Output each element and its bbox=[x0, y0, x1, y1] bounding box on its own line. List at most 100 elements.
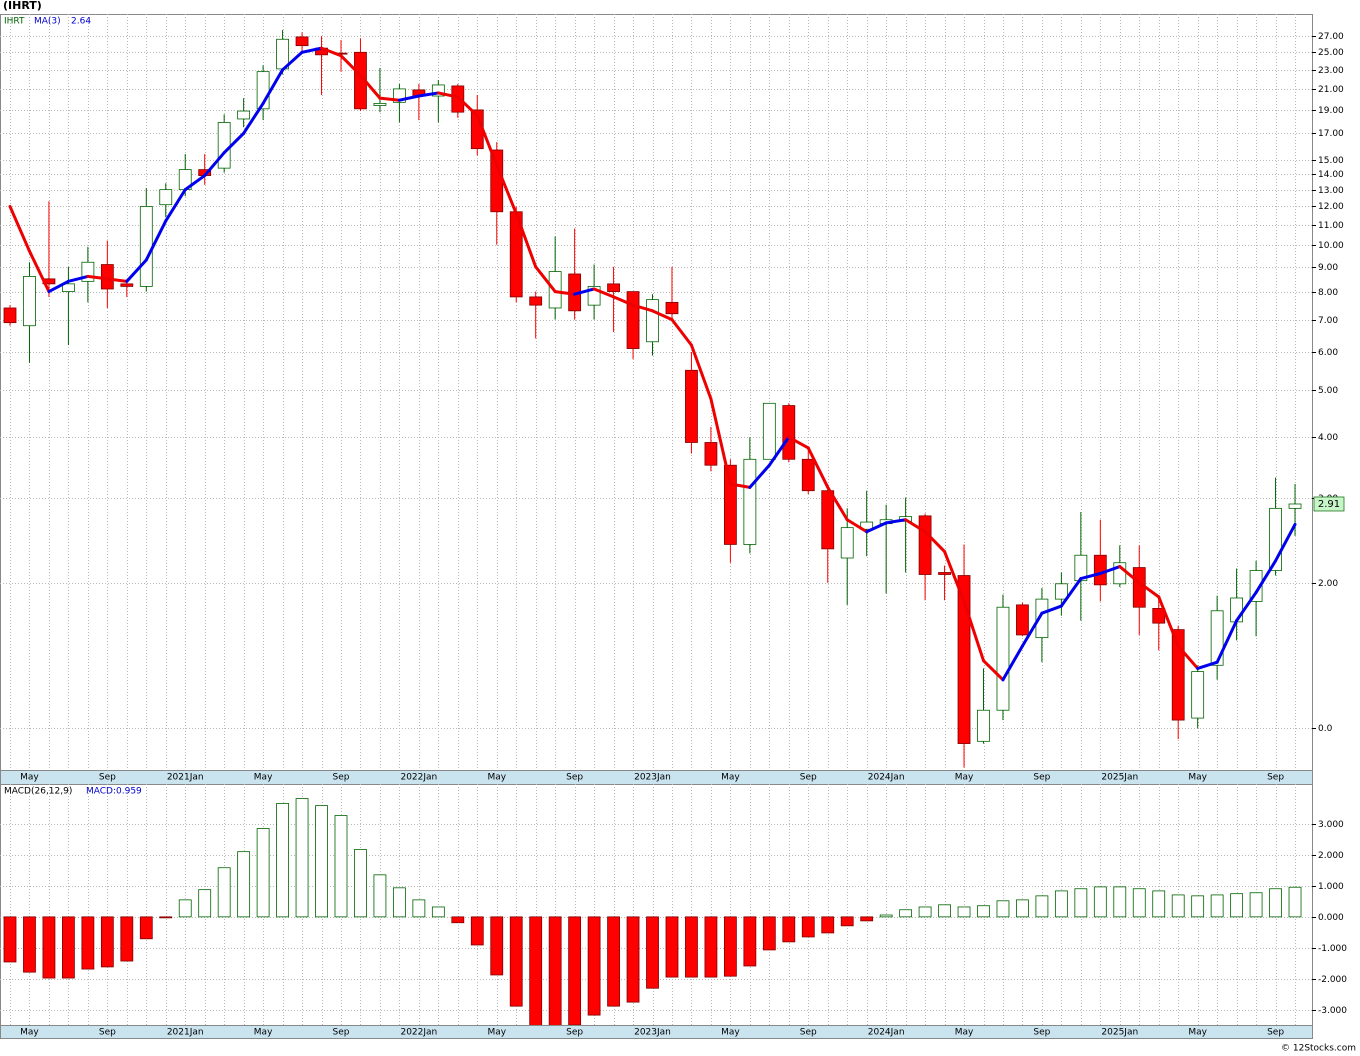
candle-body bbox=[1288, 503, 1302, 509]
legend-ma: MA(3) bbox=[34, 17, 61, 27]
macd-bar bbox=[1132, 888, 1146, 918]
ma-segment bbox=[1098, 565, 1122, 576]
ma-segment bbox=[261, 68, 285, 105]
candle-body bbox=[62, 283, 75, 292]
macd-bar bbox=[100, 916, 114, 968]
candle-body bbox=[139, 206, 153, 287]
x-tick-label: Sep bbox=[1267, 1028, 1284, 1038]
y-tick-label: -3.000 bbox=[1318, 1006, 1347, 1016]
x-tick-label: Sep bbox=[333, 1028, 350, 1038]
candle-body bbox=[957, 575, 971, 744]
x-tick-label: Sep bbox=[800, 773, 817, 783]
ma-segment bbox=[358, 73, 382, 100]
macd-plot bbox=[0, 784, 1312, 1025]
x-tick-label: Sep bbox=[1033, 1028, 1050, 1038]
macd-bar bbox=[723, 916, 737, 977]
y-tick-label: 9.00 bbox=[1318, 263, 1338, 273]
x-tick-label: 2025Jan bbox=[1101, 773, 1138, 783]
candle-body bbox=[782, 405, 796, 460]
x-tick-label: May bbox=[721, 773, 740, 783]
candle-body bbox=[977, 709, 990, 742]
ma-segment bbox=[339, 54, 362, 77]
x-tick-label: 2024Jan bbox=[868, 773, 905, 783]
x-tick-label: Sep bbox=[800, 1028, 817, 1038]
macd-bar bbox=[373, 874, 387, 918]
y-tick-label: 17.00 bbox=[1318, 129, 1344, 139]
ma-segment bbox=[748, 463, 771, 489]
axes: May Sep 2021Jan May Sep 2022Jan May Sep 2023Jan M… bbox=[20, 32, 1347, 1038]
y-tick-label: -2.000 bbox=[1318, 975, 1347, 985]
candle-body bbox=[23, 276, 36, 327]
ma-segment bbox=[475, 114, 499, 167]
ma-segment bbox=[436, 91, 460, 99]
macd-bar bbox=[1191, 895, 1205, 918]
macd-bar bbox=[42, 916, 56, 979]
ma-segment bbox=[1020, 611, 1044, 648]
ma-segment bbox=[66, 274, 90, 283]
ma-segment bbox=[27, 249, 51, 294]
candle-body bbox=[237, 110, 251, 120]
y-tick-label: 14.00 bbox=[1318, 170, 1344, 180]
macd-bar bbox=[490, 916, 504, 976]
x-tick-label: Sep bbox=[566, 1028, 583, 1038]
candle-body bbox=[665, 301, 679, 315]
macd-bar bbox=[607, 916, 620, 1007]
y-tick-label: 23.00 bbox=[1318, 66, 1344, 76]
candle-body bbox=[918, 515, 932, 575]
ma-segment bbox=[943, 550, 966, 603]
macd-bar bbox=[178, 899, 192, 918]
ma-segment bbox=[728, 482, 752, 489]
candle-body bbox=[490, 149, 504, 213]
y-tick-label: 3.000 bbox=[1318, 820, 1344, 830]
macd-bar bbox=[801, 916, 815, 938]
x-tick-label: 2022Jan bbox=[400, 773, 437, 783]
macd-bar bbox=[821, 916, 835, 934]
x-tick-label: Sep bbox=[1267, 773, 1284, 783]
ma-segment bbox=[1001, 644, 1024, 682]
macd-bar bbox=[1210, 894, 1224, 918]
ma-segment bbox=[47, 279, 70, 294]
candle-body bbox=[529, 296, 543, 306]
ma-segment bbox=[86, 274, 109, 281]
ma-segment bbox=[651, 309, 674, 322]
x-tick-label: Sep bbox=[99, 773, 116, 783]
y-tick-label: 12.00 bbox=[1318, 202, 1344, 212]
x-tick-label: May bbox=[1188, 1028, 1207, 1038]
ma-segment bbox=[806, 446, 830, 489]
ma-segment bbox=[826, 485, 849, 522]
ma-segment bbox=[904, 518, 927, 534]
macd-bar bbox=[237, 851, 251, 918]
macd-bar bbox=[529, 916, 543, 1025]
ma-segment bbox=[242, 101, 265, 135]
ma-segment bbox=[1137, 581, 1161, 599]
macd-bar bbox=[1152, 890, 1166, 918]
macd-bar bbox=[1288, 886, 1302, 918]
ma-segment bbox=[1235, 590, 1258, 623]
macd-bar bbox=[81, 916, 95, 970]
ma-segment bbox=[1118, 565, 1141, 585]
x-tick-label: 2023Jan bbox=[634, 1028, 671, 1038]
x-tick-label: May bbox=[254, 1028, 273, 1038]
candle-body bbox=[373, 102, 387, 106]
macd-bar bbox=[782, 916, 796, 943]
candle-body bbox=[821, 490, 835, 550]
ma-segment bbox=[1274, 522, 1297, 563]
ma-segment bbox=[456, 95, 479, 118]
ma-segment bbox=[1157, 595, 1180, 648]
macd-bar bbox=[315, 805, 328, 918]
ma-segment bbox=[300, 46, 324, 54]
candle-body bbox=[1171, 629, 1185, 721]
x-tick-label: 2022Jan bbox=[400, 1028, 437, 1038]
last-price-label: 2.91 bbox=[1318, 499, 1340, 510]
y-tick-label: 19.00 bbox=[1318, 106, 1344, 116]
ma-segment bbox=[689, 343, 713, 401]
macd-bar bbox=[3, 916, 17, 963]
candle-body bbox=[996, 606, 1010, 711]
y-tick-label: 25.00 bbox=[1318, 48, 1344, 58]
y-tick-label: 1.000 bbox=[1318, 882, 1344, 892]
macd-bar bbox=[62, 916, 75, 979]
x-tick-label: 2023Jan bbox=[634, 773, 671, 783]
ma-segment bbox=[787, 435, 810, 450]
ma-segment bbox=[553, 290, 577, 296]
macd-bar bbox=[957, 906, 971, 918]
